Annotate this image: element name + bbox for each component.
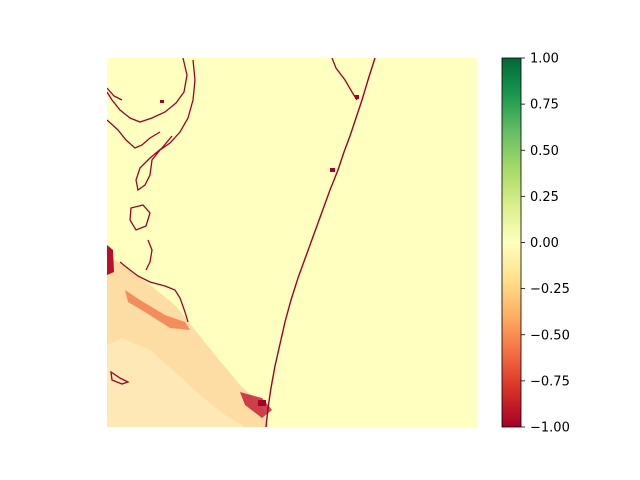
colorbar-gradient	[501, 57, 522, 428]
colorbar-tick-label: −0.50	[530, 328, 570, 343]
coast-spots	[160, 95, 359, 406]
colorbar-tick-label: 0.50	[530, 144, 559, 159]
colorbar-tick-label: 0.00	[530, 236, 559, 251]
colorbar: 1.00 0.75 0.50 0.25 0.00 −0.25 −0.50 −0.75 −1.00	[501, 52, 570, 436]
colorbar-tick-label: −0.25	[530, 282, 570, 297]
colorbar-tick-label: −1.00	[530, 421, 570, 436]
colorbar-tick-label: −0.75	[530, 374, 570, 389]
colorbar-tick-label: 0.75	[530, 98, 559, 113]
colorbar-tick-label: 1.00	[530, 52, 559, 67]
lagoon-edge-dark	[107, 245, 114, 275]
wetland-contours	[107, 58, 358, 385]
heatmap-image	[107, 58, 477, 427]
lagoon-edge-mid	[125, 290, 190, 330]
coastline	[265, 58, 376, 427]
lagoon-inner	[107, 338, 245, 427]
colorbar-tick-label: 0.25	[530, 190, 559, 205]
colorbar-ticks: 1.00 0.75 0.50 0.25 0.00 −0.25 −0.50 −0.75 −1.00	[521, 52, 570, 436]
lagoon-patch-bottom	[240, 392, 272, 418]
